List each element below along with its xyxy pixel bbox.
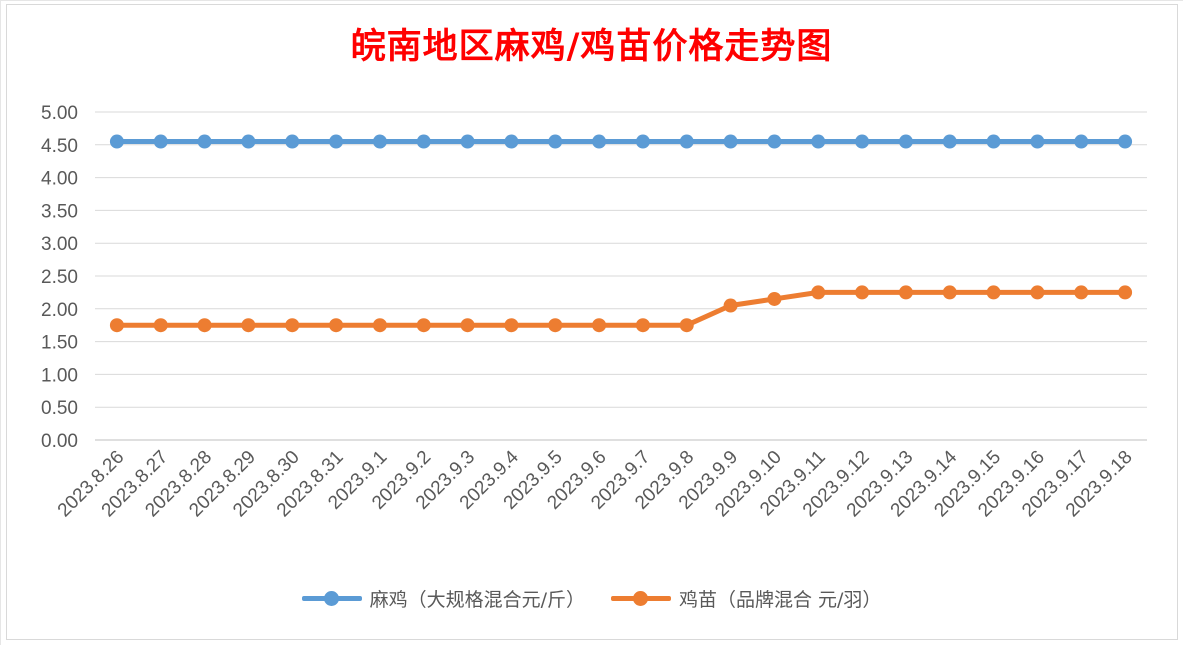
data-point-series-1	[1074, 134, 1089, 149]
data-point-series-2	[1118, 285, 1133, 300]
data-point-series-2	[285, 318, 300, 333]
data-point-series-1	[898, 134, 913, 149]
data-point-series-2	[767, 291, 782, 306]
data-point-series-1	[504, 134, 519, 149]
y-tick-label: 1.00	[41, 365, 78, 386]
legend-swatch-series-1	[301, 591, 362, 606]
series-line-2	[114, 289, 1128, 328]
data-point-series-2	[811, 285, 826, 300]
data-point-series-1	[592, 134, 607, 149]
legend-swatch-series-2	[610, 591, 671, 606]
data-point-series-1	[1118, 134, 1133, 149]
data-point-series-2	[416, 318, 431, 333]
data-point-series-2	[855, 285, 870, 300]
data-point-series-1	[460, 134, 475, 149]
data-point-series-2	[460, 318, 475, 333]
legend-label-series-1: 麻鸡（大规格混合元/斤）	[369, 589, 585, 611]
data-point-series-2	[329, 318, 344, 333]
data-point-series-1	[548, 134, 563, 149]
data-point-series-1	[986, 134, 1001, 149]
data-point-series-2	[109, 318, 124, 333]
data-point-series-2	[197, 318, 212, 333]
data-point-series-1	[723, 134, 738, 149]
data-point-series-1	[942, 134, 957, 149]
y-tick-label: 4.50	[41, 136, 78, 157]
data-point-series-1	[811, 134, 826, 149]
data-point-series-2	[372, 318, 387, 333]
data-point-series-2	[241, 318, 256, 333]
data-point-series-1	[416, 134, 431, 149]
data-point-series-2	[986, 285, 1001, 300]
chart-title: 皖南地区麻鸡/鸡苗价格走势图	[350, 26, 833, 67]
data-point-series-2	[1030, 285, 1045, 300]
y-tick-label: 5.00	[41, 103, 78, 124]
y-tick-label: 3.00	[41, 234, 78, 255]
data-point-series-2	[898, 285, 913, 300]
data-point-series-1	[372, 134, 387, 149]
y-tick-label: 0.00	[41, 431, 78, 452]
data-point-series-1	[153, 134, 168, 149]
data-point-series-1	[241, 134, 256, 149]
data-point-series-1	[285, 134, 300, 149]
data-point-series-2	[635, 318, 650, 333]
data-point-series-2	[723, 298, 738, 313]
data-point-series-1	[109, 134, 124, 149]
data-point-series-1	[197, 134, 212, 149]
data-point-series-1	[855, 134, 870, 149]
y-tick-label: 1.50	[41, 333, 78, 354]
data-point-series-2	[679, 318, 694, 333]
data-point-series-1	[635, 134, 650, 149]
legend-item-series-2[interactable]: 鸡苗（品牌混合 元/羽）	[610, 585, 882, 612]
data-point-series-1	[1030, 134, 1045, 149]
y-tick-label: 0.50	[41, 398, 78, 419]
y-tick-label: 4.00	[41, 169, 78, 190]
data-point-series-2	[1074, 285, 1089, 300]
data-point-series-2	[548, 318, 563, 333]
y-tick-label: 2.50	[41, 267, 78, 288]
data-point-series-1	[679, 134, 694, 149]
data-point-series-2	[942, 285, 957, 300]
legend-label-series-2: 鸡苗（品牌混合 元/羽）	[678, 589, 882, 611]
data-point-series-2	[592, 318, 607, 333]
legend-item-series-1[interactable]: 麻鸡（大规格混合元/斤）	[301, 585, 585, 612]
y-tick-label: 2.00	[41, 300, 78, 321]
legend: 麻鸡（大规格混合元/斤） 鸡苗（品牌混合 元/羽）	[0, 585, 1183, 612]
data-point-series-2	[153, 318, 168, 333]
data-point-series-1	[329, 134, 344, 149]
data-point-series-2	[504, 318, 519, 333]
y-tick-label: 3.50	[41, 201, 78, 222]
data-point-series-1	[767, 134, 782, 149]
